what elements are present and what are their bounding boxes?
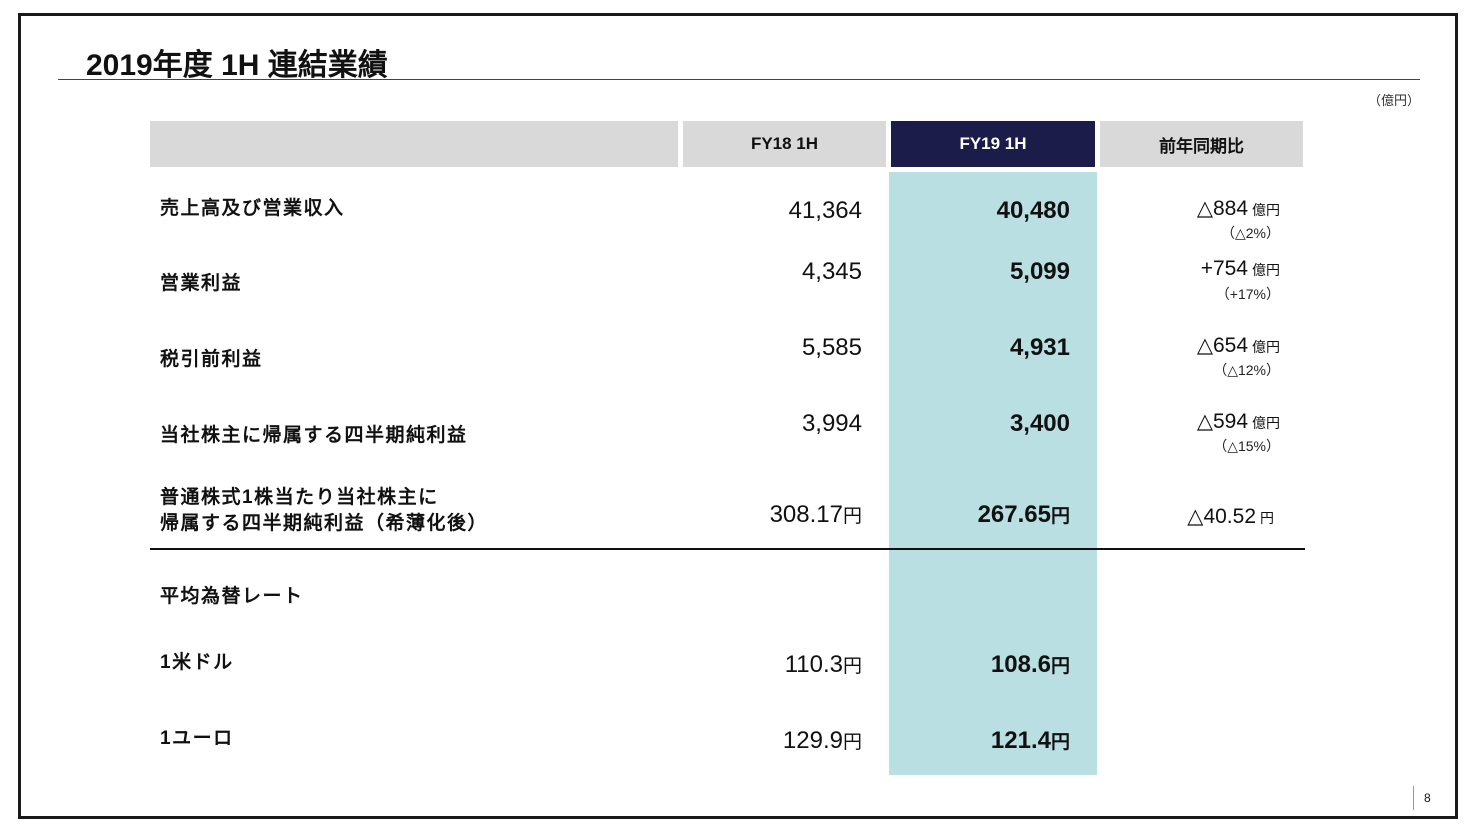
row-label-line1: 普通株式1株当たり当社株主に — [160, 487, 439, 508]
fy19-value: 108.6円 — [990, 651, 1070, 678]
fy19-value: 40,480 — [996, 197, 1070, 224]
fy19-value: 5,099 — [1009, 258, 1070, 285]
change-value: +754 億円 — [1200, 257, 1280, 280]
fy19-column-highlight — [889, 172, 1097, 775]
page-number-divider — [1413, 786, 1414, 810]
row-label: 1ユーロ — [160, 728, 234, 749]
header-fy19: FY19 1H — [891, 121, 1095, 167]
row-label: 1米ドル — [160, 652, 234, 673]
fy18-value: 129.9円 — [782, 727, 862, 754]
fx-heading: 平均為替レート — [160, 586, 304, 607]
change-value: △40.52 円 — [1187, 505, 1274, 528]
change-percent: （△12%） — [1213, 362, 1280, 378]
fy18-value: 41,364 — [788, 197, 862, 224]
row-label: 税引前利益 — [160, 349, 263, 370]
page-number: 8 — [1424, 791, 1431, 805]
change-value: △884 億円 — [1196, 197, 1280, 220]
row-label: 売上高及び営業収入 — [160, 198, 345, 219]
fy19-value: 3,400 — [1009, 410, 1070, 437]
unit-note: （億円） — [1367, 93, 1420, 108]
title-divider — [58, 79, 1420, 80]
change-percent: （△15%） — [1213, 438, 1280, 454]
fy19-value: 267.65円 — [977, 501, 1070, 528]
fy18-value: 5,585 — [801, 334, 862, 361]
header-blank-cell — [150, 121, 678, 167]
fy19-value: 121.4円 — [990, 727, 1070, 754]
fy18-value: 110.3円 — [784, 651, 862, 678]
change-value: △654 億円 — [1196, 334, 1280, 357]
section-divider — [150, 548, 1305, 550]
fy19-value: 4,931 — [1009, 334, 1070, 361]
change-percent: （+17%） — [1215, 286, 1280, 302]
change-percent: （△2%） — [1220, 225, 1280, 241]
slide-frame — [18, 13, 1458, 819]
row-label: 当社株主に帰属する四半期純利益 — [160, 425, 468, 446]
header-yoy: 前年同期比 — [1100, 121, 1303, 167]
fy18-value: 4,345 — [801, 258, 862, 285]
fy18-value: 308.17円 — [769, 501, 862, 528]
row-label: 営業利益 — [160, 273, 243, 294]
header-fy18: FY18 1H — [683, 121, 886, 167]
fy18-value: 3,994 — [801, 410, 862, 437]
change-value: △594 億円 — [1196, 410, 1280, 433]
slide-title: 2019年度 1H 連結業績 — [86, 49, 388, 82]
row-label-line2: 帰属する四半期純利益（希薄化後） — [160, 513, 489, 534]
